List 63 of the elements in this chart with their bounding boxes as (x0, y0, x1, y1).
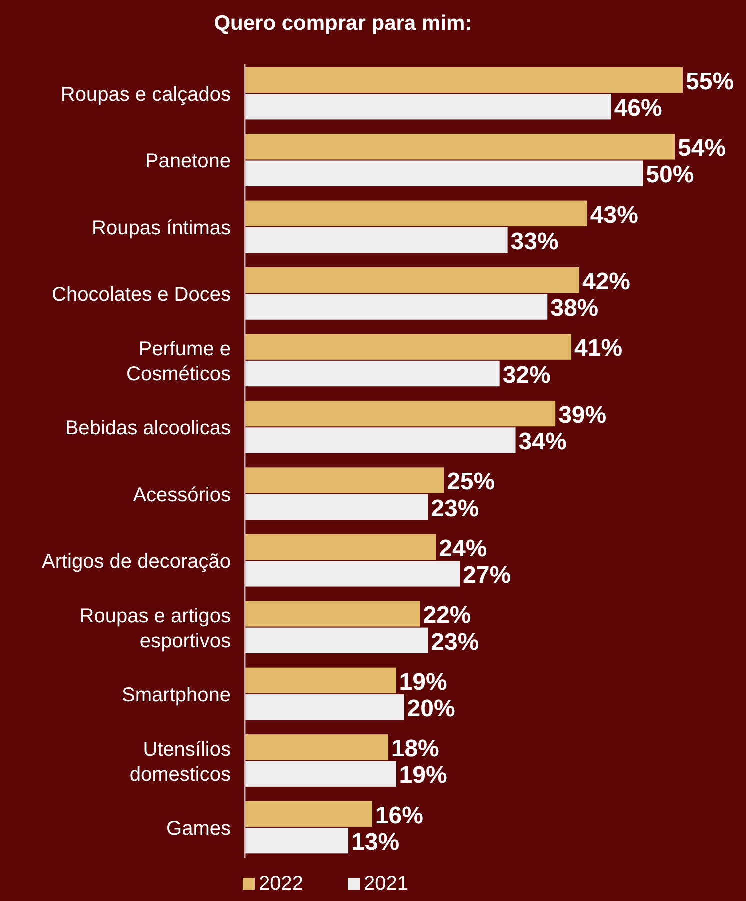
data-label: 50% (646, 162, 694, 189)
legend-label: 2022 (259, 873, 304, 895)
data-label: 33% (510, 228, 559, 256)
data-label: 24% (439, 535, 488, 562)
bar (245, 694, 404, 720)
y-tick-label: Smartphone (122, 684, 231, 707)
bar (245, 628, 428, 654)
bar (245, 200, 588, 226)
bar (245, 668, 396, 694)
data-label: 19% (399, 668, 448, 696)
bar (245, 801, 372, 827)
bar (245, 761, 396, 787)
bar (245, 160, 644, 186)
data-label: 27% (463, 562, 512, 590)
y-tick-label: Bebidas alcoolicas (65, 418, 231, 440)
bar (245, 561, 460, 587)
data-label: 34% (518, 428, 567, 456)
bar (245, 360, 500, 387)
bar (245, 734, 388, 760)
y-tick-label: Games (166, 818, 231, 840)
data-label: 20% (407, 696, 456, 723)
bar (245, 828, 349, 854)
bar (245, 428, 516, 454)
data-label: 13% (352, 828, 400, 856)
chart-title: Quero comprar para mim: (214, 12, 472, 35)
data-label: 25% (447, 468, 496, 496)
data-label: 22% (423, 602, 472, 630)
y-tick-label: Utensílios domesticos (130, 738, 231, 786)
y-tick-label: Perfume e Cosméticos (126, 338, 231, 386)
data-label: 18% (391, 736, 440, 763)
bar (245, 67, 683, 94)
y-tick-label: Roupas e calçados (60, 84, 231, 106)
legend-label: 2021 (364, 873, 408, 895)
data-label: 42% (582, 268, 631, 296)
bar (245, 294, 548, 320)
data-label: 39% (558, 402, 607, 429)
data-label: 16% (375, 802, 424, 830)
data-label: 23% (431, 495, 480, 522)
bar (245, 134, 676, 160)
y-tick-label: Artigos de decoração (42, 551, 231, 574)
y-tick-label: Chocolates e Doces (52, 284, 231, 306)
data-label: 41% (574, 335, 623, 362)
data-label: 55% (686, 68, 734, 96)
y-tick-label: Roupas íntimas (92, 217, 231, 240)
y-tick-label: Roupas e artigos esportivos (80, 605, 231, 652)
data-label: 43% (590, 202, 638, 229)
bar (245, 94, 612, 120)
data-label: 46% (614, 95, 662, 122)
bar (245, 494, 428, 520)
bar (245, 268, 580, 294)
data-label: 19% (399, 762, 448, 790)
y-tick-label: Acessórios (133, 484, 231, 506)
data-label: 38% (550, 295, 599, 322)
data-label: 32% (502, 362, 551, 389)
bar (245, 468, 444, 494)
bar (245, 227, 508, 254)
y-tick-label: Panetone (145, 150, 231, 173)
data-label: 23% (431, 628, 480, 656)
bar (245, 601, 420, 627)
bar (245, 534, 436, 560)
bar (245, 334, 572, 360)
data-label: 54% (678, 135, 726, 162)
bar (245, 400, 556, 427)
